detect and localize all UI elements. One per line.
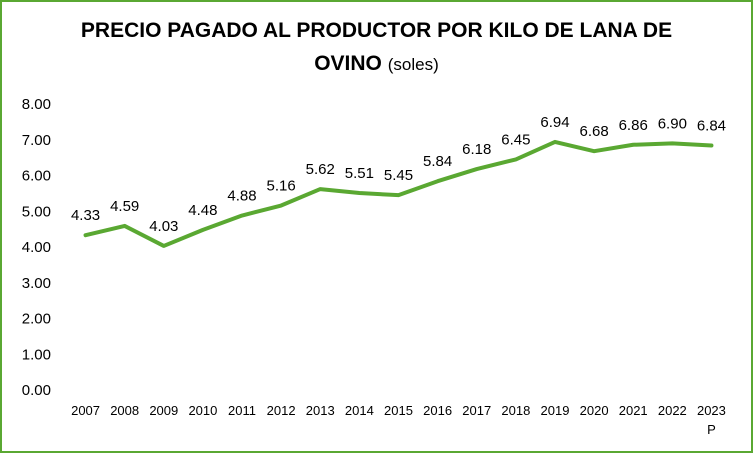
data-label: 5.16 — [267, 178, 296, 195]
x-tick-note: P — [707, 422, 716, 437]
data-label: 6.94 — [540, 114, 569, 131]
y-tick-label: 7.00 — [22, 132, 51, 149]
series-line — [83, 139, 714, 248]
x-tick-label: 2008 — [110, 403, 139, 418]
x-tick-label: 2020 — [580, 403, 609, 418]
data-label: 4.59 — [110, 198, 139, 215]
data-label: 6.90 — [658, 115, 687, 132]
x-tick-label: 2023 — [697, 403, 726, 418]
x-axis: 2007 2008 2009 2010 2011 2012 2013 2014 2015 2016… — [71, 403, 726, 437]
y-tick-label: 3.00 — [22, 275, 51, 292]
data-label: 4.88 — [227, 188, 256, 205]
x-tick-label: 2017 — [462, 403, 491, 418]
y-tick-label: 0.00 — [22, 382, 51, 399]
data-label: 6.18 — [462, 141, 491, 158]
data-label: 5.45 — [384, 167, 413, 184]
data-label: 6.86 — [619, 117, 648, 134]
y-tick-label: 1.00 — [22, 346, 51, 363]
chart-title-line2: OVINO (soles) — [0, 47, 753, 81]
data-label: 4.48 — [188, 202, 217, 219]
data-label: 5.51 — [345, 165, 374, 182]
y-tick-label: 8.00 — [22, 96, 51, 113]
data-label: 4.03 — [149, 218, 178, 235]
data-label: 4.33 — [71, 207, 100, 224]
y-tick-label: 6.00 — [22, 168, 51, 185]
x-tick-label: 2019 — [541, 403, 570, 418]
x-tick-label: 2016 — [423, 403, 452, 418]
x-tick-label: 2021 — [619, 403, 648, 418]
x-tick-label: 2015 — [384, 403, 413, 418]
x-tick-label: 2007 — [71, 403, 100, 418]
y-tick-label: 2.00 — [22, 311, 51, 328]
x-tick-label: 2009 — [149, 403, 178, 418]
data-label: 6.84 — [697, 117, 726, 134]
data-label: 6.45 — [501, 131, 530, 148]
y-axis: 0.00 1.00 2.00 3.00 4.00 5.00 6.00 7.00 8.00 — [22, 96, 51, 399]
chart-title-line1: PRECIO PAGADO AL PRODUCTOR POR KILO DE L… — [80, 19, 673, 42]
data-label: 6.68 — [579, 123, 608, 140]
data-label: 5.62 — [306, 161, 335, 178]
x-tick-label: 2012 — [267, 403, 296, 418]
y-tick-label: 4.00 — [22, 239, 51, 256]
x-tick-label: 2013 — [306, 403, 335, 418]
y-tick-label: 5.00 — [22, 203, 51, 220]
chart-title-unit: (soles) — [387, 55, 439, 74]
x-tick-label: 2022 — [658, 403, 687, 418]
x-tick-label: 2014 — [345, 403, 374, 418]
chart-title: PRECIO PAGADO AL PRODUCTOR POR KILO DE L… — [0, 14, 753, 81]
x-tick-label: 2011 — [228, 403, 256, 418]
series-layer — [83, 139, 714, 248]
x-tick-label: 2018 — [501, 403, 530, 418]
x-tick-label: 2010 — [188, 403, 217, 418]
data-label: 5.84 — [423, 153, 452, 170]
chart-title-main: OVINO — [314, 52, 382, 75]
data-labels: 4.33 4.59 4.03 4.48 4.88 5.16 5.62 5.51 5.45 5.84… — [71, 114, 726, 235]
